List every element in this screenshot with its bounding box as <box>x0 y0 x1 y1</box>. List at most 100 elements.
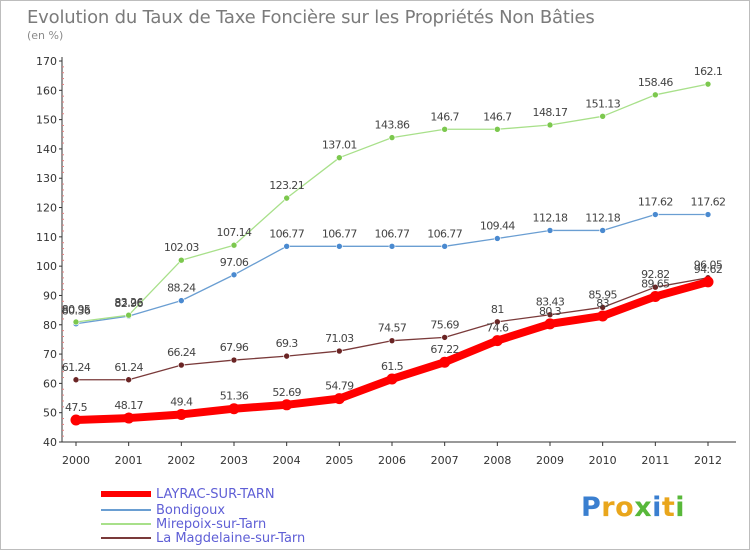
data-label-bondigoux: 80.36 <box>62 305 91 318</box>
data-label-magdelaine: 96.05 <box>694 259 723 272</box>
x-tick-label: 2011 <box>641 454 669 467</box>
data-label-mirepoix: 137.01 <box>322 139 357 152</box>
data-point-layrac <box>544 318 556 330</box>
data-point-magdelaine <box>230 356 238 364</box>
data-label-bondigoux: 112.18 <box>585 211 620 224</box>
y-tick-label: 70 <box>43 348 57 361</box>
data-label-layrac: 61.5 <box>381 360 404 373</box>
x-tick-label: 2009 <box>536 454 564 467</box>
data-point-bondigoux <box>546 227 554 234</box>
legend-swatch-mirepoix <box>101 523 151 525</box>
x-tick-label: 2000 <box>62 454 90 467</box>
data-label-magdelaine: 69.3 <box>276 337 299 350</box>
data-point-layrac <box>649 290 661 302</box>
x-tick-label: 2001 <box>115 454 143 467</box>
data-point-mirepoix <box>336 154 343 161</box>
data-point-mirepoix <box>72 318 80 326</box>
y-tick-label: 120 <box>36 202 57 215</box>
data-point-mirepoix <box>125 311 132 319</box>
data-point-bondigoux <box>178 297 185 304</box>
data-label-layrac: 51.36 <box>220 390 249 403</box>
data-label-mirepoix: 146.7 <box>430 110 459 123</box>
data-point-mirepoix <box>388 134 396 141</box>
x-tick-label: 2007 <box>431 454 459 467</box>
data-label-bondigoux: 112.18 <box>533 211 568 224</box>
data-point-bondigoux <box>652 211 659 218</box>
legend-label-layrac: LAYRAC-SUR-TARN <box>156 487 275 502</box>
legend-swatch-magdelaine <box>101 537 151 539</box>
proxiti-logo: Proxiti <box>581 492 685 523</box>
data-point-bondigoux <box>336 243 343 250</box>
data-label-bondigoux: 82.96 <box>114 297 143 310</box>
data-label-magdelaine: 61.24 <box>114 361 143 374</box>
data-label-bondigoux: 117.62 <box>691 196 726 209</box>
x-tick-label: 2002 <box>167 454 195 467</box>
y-tick-label: 100 <box>36 260 57 273</box>
y-tick-label: 60 <box>43 377 57 390</box>
data-label-mirepoix: 151.13 <box>585 97 620 110</box>
y-tick-label: 160 <box>36 84 57 97</box>
x-tick-label: 2006 <box>378 454 406 467</box>
data-label-bondigoux: 109.44 <box>480 219 515 232</box>
data-label-magdelaine: 71.03 <box>325 332 354 345</box>
data-point-magdelaine <box>283 352 290 360</box>
logo-letter: x <box>634 492 653 523</box>
data-label-magdelaine: 75.69 <box>430 318 459 331</box>
data-point-magdelaine <box>441 334 448 341</box>
data-label-layrac: 47.5 <box>65 401 88 414</box>
series-lines <box>70 80 714 426</box>
x-tick-label: 2010 <box>589 454 617 467</box>
data-label-layrac: 54.79 <box>325 380 354 393</box>
data-point-layrac <box>333 393 345 405</box>
y-tick-label: 150 <box>36 114 57 127</box>
data-label-layrac: 83 <box>596 297 609 310</box>
x-tick-label: 2008 <box>483 454 511 467</box>
data-label-mirepoix: 148.17 <box>533 106 568 119</box>
logo-letter: P <box>581 492 602 523</box>
data-label-magdelaine: 67.96 <box>220 341 249 354</box>
data-point-bondigoux <box>494 235 501 242</box>
axes: 40 50 60 70 80 90 100 110 120 130 140 150 160 170 2000… <box>36 55 736 467</box>
data-label-magdelaine: 66.24 <box>167 346 196 359</box>
legend-label-magdelaine: La Magdelaine-sur-Tarn <box>156 531 306 546</box>
data-point-bondigoux <box>230 271 238 279</box>
data-label-mirepoix: 143.86 <box>375 119 410 132</box>
legend-swatch-layrac <box>101 491 151 497</box>
logo-letter: t <box>661 492 676 523</box>
data-point-bondigoux <box>283 243 290 250</box>
data-point-magdelaine <box>178 361 185 369</box>
data-point-magdelaine <box>652 283 659 291</box>
data-label-layrac: 67.22 <box>430 343 459 356</box>
x-tick-label: 2003 <box>220 454 248 467</box>
logo-letter: i <box>675 492 686 523</box>
data-label-bondigoux: 106.77 <box>375 227 410 240</box>
data-label-mirepoix: 83.26 <box>114 296 143 309</box>
legend-label-mirepoix: Mirepoix-sur-Tarn <box>156 517 267 532</box>
data-point-mirepoix <box>704 80 712 88</box>
data-point-mirepoix <box>283 194 290 202</box>
data-label-layrac: 80.3 <box>539 305 562 318</box>
data-point-bondigoux <box>704 211 712 218</box>
data-label-bondigoux: 106.77 <box>269 227 304 240</box>
legend-swatch-bondigoux <box>101 509 151 511</box>
data-label-layrac: 89.65 <box>641 277 670 290</box>
data-point-layrac <box>228 403 240 415</box>
data-label-mirepoix: 102.03 <box>164 241 199 254</box>
data-point-layrac <box>439 356 451 368</box>
data-point-mirepoix <box>178 256 185 264</box>
data-point-mirepoix <box>441 125 448 133</box>
data-point-magdelaine <box>336 347 343 355</box>
legend-label-bondigoux: Bondigoux <box>156 503 226 518</box>
data-label-bondigoux: 106.77 <box>322 227 357 240</box>
data-label-layrac: 49.4 <box>170 395 193 408</box>
data-label-magdelaine: 92.82 <box>641 268 670 281</box>
data-label-magdelaine: 74.57 <box>378 322 407 335</box>
data-point-mirepoix <box>494 125 501 133</box>
data-label-layrac: 74.6 <box>486 322 509 335</box>
data-label-bondigoux: 106.77 <box>427 227 462 240</box>
data-point-layrac <box>281 399 293 411</box>
data-point-magdelaine <box>388 337 396 344</box>
y-tick-label: 40 <box>43 436 57 449</box>
data-labels: 47.5 48.17 49.4 51.36 52.69 54.79 61.5 67.22 74.… <box>62 65 726 414</box>
